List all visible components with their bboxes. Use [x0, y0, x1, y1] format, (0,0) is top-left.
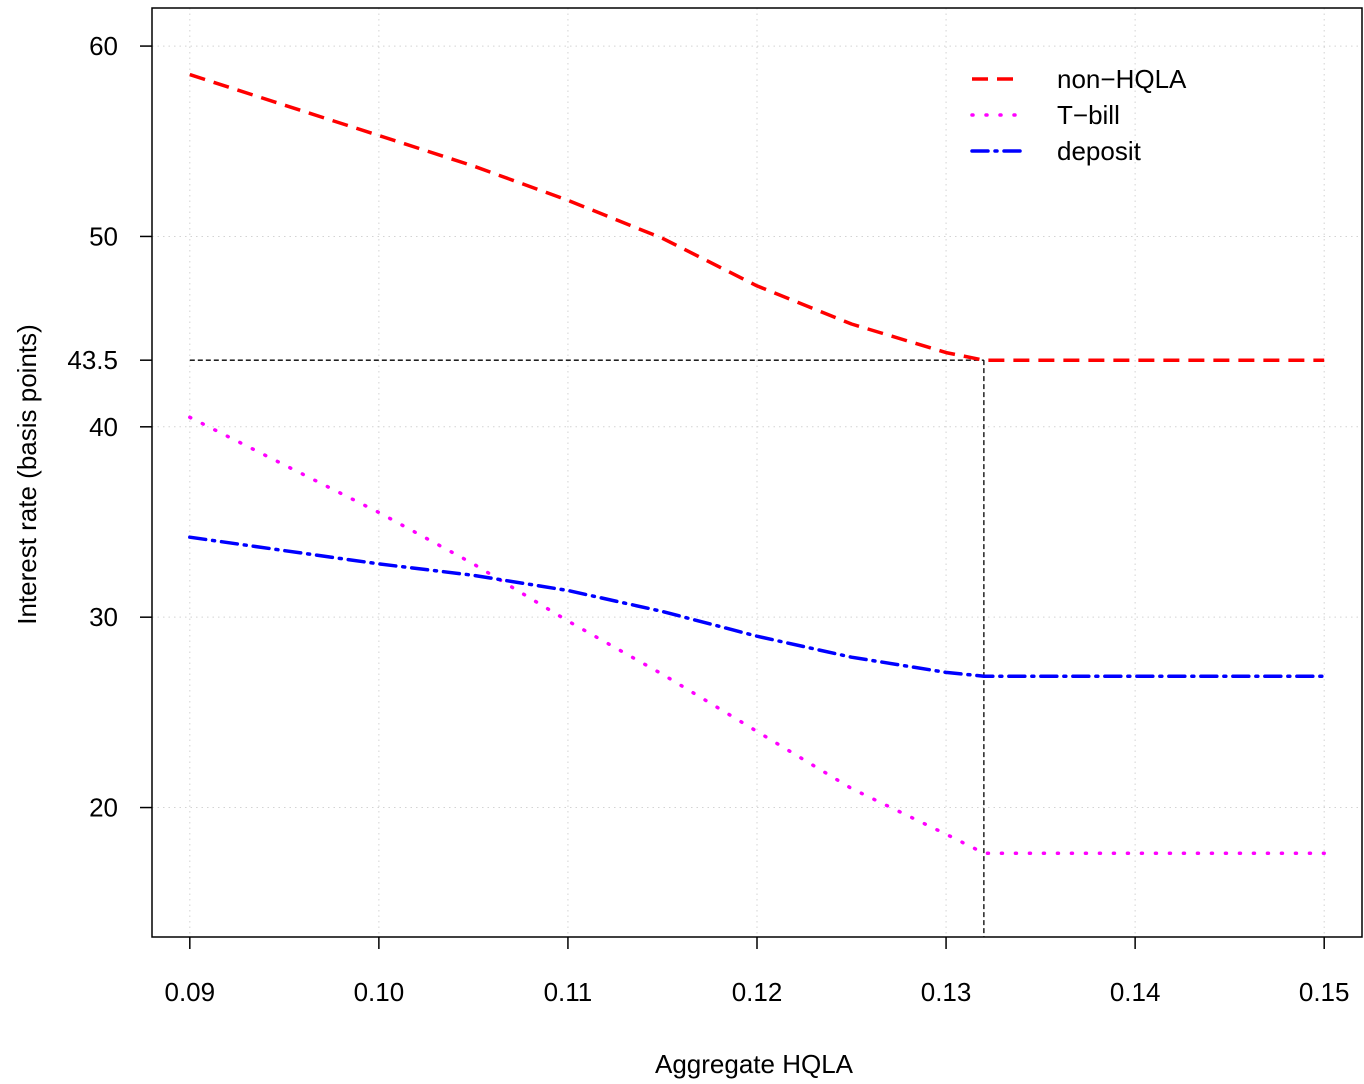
x-tick-label: 0.09	[165, 977, 216, 1007]
x-axis: 0.09 0.10 0.11 0.12 0.13 0.14 0.15	[165, 937, 1350, 1007]
grid-layer	[152, 8, 1362, 937]
reference-lines	[189, 359, 985, 937]
y-tick-label: 60	[89, 31, 118, 61]
x-tick-label: 0.11	[544, 977, 593, 1007]
y-axis-title: Interest rate (basis points)	[12, 324, 42, 625]
series-line-2	[188, 535, 1326, 678]
y-tick-label: 43.5	[67, 345, 118, 375]
series-line-0	[189, 72, 1325, 362]
y-tick-label: 30	[89, 602, 118, 632]
legend-label-2: deposit	[1057, 136, 1142, 166]
legend: non−HQLA T−bill deposit	[970, 64, 1187, 166]
x-tick-label: 0.15	[1299, 977, 1350, 1007]
x-axis-title: Aggregate HQLA	[655, 1049, 854, 1079]
x-tick-label: 0.14	[1110, 977, 1161, 1007]
legend-label-1: T−bill	[1057, 100, 1120, 130]
series-layer	[188, 72, 1326, 855]
x-tick-label: 0.12	[732, 977, 783, 1007]
y-tick-label: 40	[89, 412, 118, 442]
plot-frame	[151, 7, 1363, 938]
y-axis: 20 30 40 43.5 50 60	[67, 31, 152, 823]
y-tick-label: 50	[89, 221, 118, 251]
x-tick-label: 0.10	[354, 977, 405, 1007]
legend-label-0: non−HQLA	[1057, 64, 1187, 94]
y-tick-label: 20	[89, 793, 118, 823]
x-tick-label: 0.13	[921, 977, 972, 1007]
